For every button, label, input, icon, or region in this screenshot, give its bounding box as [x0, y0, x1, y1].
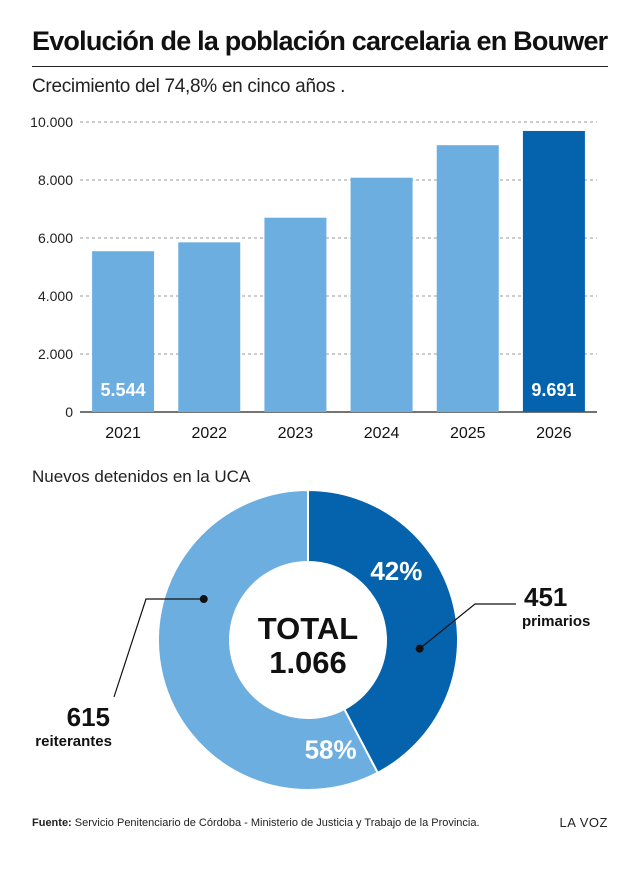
bar-2022	[178, 242, 241, 412]
x-tick-label: 2023	[278, 425, 314, 442]
callout-line	[113, 598, 204, 698]
bars	[92, 130, 585, 412]
donut-slices	[157, 490, 459, 791]
brand-logo-text: LA VOZ	[559, 815, 608, 830]
slice-percent-label: 58%	[305, 735, 357, 765]
y-tick-label: 8.000	[38, 172, 73, 188]
y-tick-label: 4.000	[38, 288, 73, 304]
x-tick-label: 2026	[536, 425, 572, 442]
bar-2025	[436, 145, 499, 412]
source-text: Servicio Penitenciario de Córdoba - Mini…	[74, 817, 480, 829]
x-tick-label: 2024	[364, 425, 400, 442]
callout-label: primarios	[522, 613, 590, 630]
donut-title: Nuevos detenidos en la UCA	[32, 467, 251, 486]
title-divider	[32, 66, 608, 67]
chart-title: Evolución de la población carcelaria en …	[32, 26, 608, 56]
bar-2024	[350, 177, 413, 412]
callout-count: 615	[67, 702, 110, 732]
bar-2026	[522, 130, 585, 412]
y-tick-label: 2.000	[38, 346, 73, 362]
y-tick-label: 6.000	[38, 230, 73, 246]
source-footer: Fuente: Servicio Penitenciario de Córdob…	[32, 817, 608, 829]
chart-subtitle: Crecimiento del 74,8% en cinco años .	[32, 76, 346, 97]
callout-line	[419, 603, 516, 650]
bar-2023	[264, 217, 327, 412]
x-tick-label: 2025	[450, 425, 486, 442]
bar-labels: 2021 5.544 2022 2023 2024 2025 2026 9.691	[101, 380, 577, 442]
bar-2021	[92, 251, 155, 412]
slice-reiterantes	[157, 490, 380, 791]
donut-center-value: 1.066	[269, 645, 347, 680]
slice-percent-label: 42%	[370, 556, 422, 586]
callout-count: 451	[524, 582, 567, 612]
y-tick-label: 10.000	[30, 114, 73, 130]
x-tick-label: 2021	[105, 425, 141, 442]
grid-lines: 0 2.000 4.000 6.000 8.000 10.000	[30, 114, 597, 420]
bar-data-label: 5.544	[101, 380, 146, 400]
y-tick-label: 0	[65, 404, 73, 420]
callout-label: reiterantes	[35, 733, 112, 750]
donut-center-label: TOTAL	[258, 611, 358, 646]
x-tick-label: 2022	[191, 425, 227, 442]
source-label: Fuente:	[32, 817, 72, 829]
bar-data-label: 9.691	[531, 380, 576, 400]
slice-primarios	[307, 490, 459, 775]
